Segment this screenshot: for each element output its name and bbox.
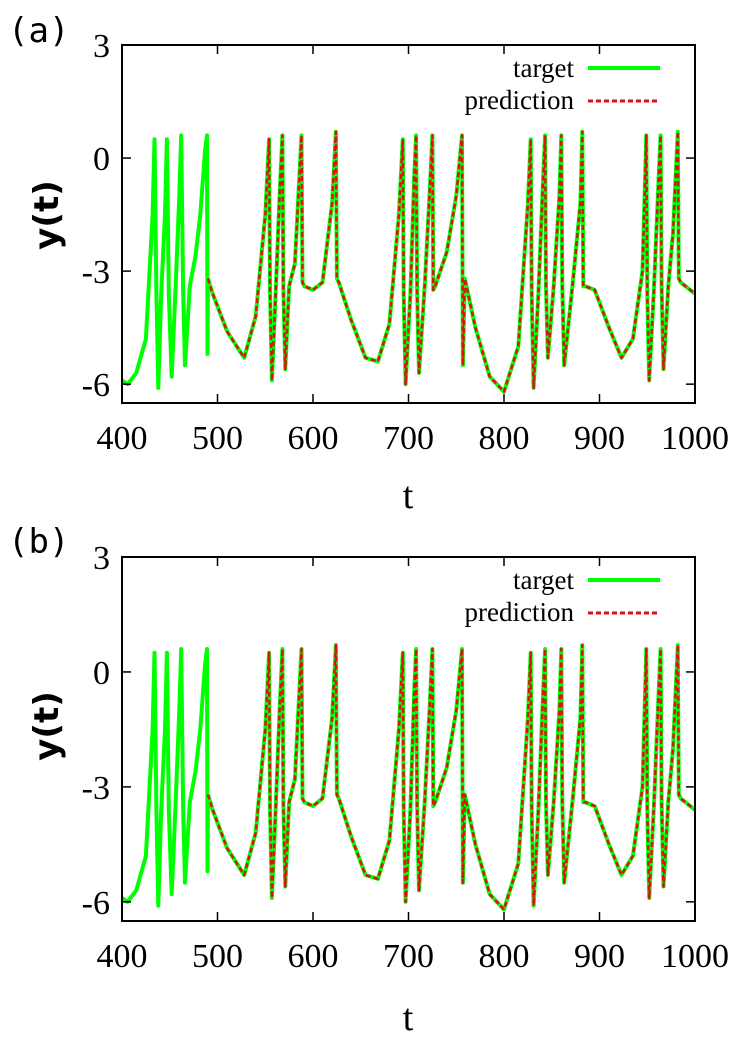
panel-label: (a) bbox=[8, 11, 69, 51]
x-tick-label: 900 bbox=[574, 938, 625, 975]
y-tick-label: -3 bbox=[82, 770, 110, 807]
x-tick-label: 400 bbox=[97, 420, 148, 457]
legend-label-prediction: prediction bbox=[465, 85, 575, 115]
x-tick-label: 1000 bbox=[661, 420, 729, 457]
legend-label-target: target bbox=[513, 53, 574, 83]
x-tick-label: 600 bbox=[288, 420, 339, 457]
x-tick-label: 800 bbox=[479, 420, 530, 457]
plot-area: 400 500 600 700 800 900 1000 3 0 -3 -6 bbox=[82, 540, 729, 975]
panel-b: (b) y(t) t 400 500 600 700 800 900 100030-3-6 … bbox=[8, 522, 729, 1039]
y-axis-label: y(t) bbox=[27, 691, 67, 761]
x-tick-label: 1000 bbox=[661, 938, 729, 975]
plot-area: 400 500 600 700 800 900 1000 3 0 -3 -6 bbox=[82, 28, 729, 457]
y-tick-label: -3 bbox=[82, 254, 110, 291]
y-axis-label: y(t) bbox=[27, 180, 67, 250]
x-axis-label: t bbox=[403, 997, 414, 1039]
x-tick-label: 400 bbox=[97, 938, 148, 975]
x-tick-label: 500 bbox=[192, 420, 243, 457]
panel-label: (b) bbox=[8, 522, 69, 562]
panel-a: (a) y(t) t 400 500 600 700 800 900 100030-3-6 … bbox=[8, 11, 729, 517]
x-tick-label: 900 bbox=[574, 420, 625, 457]
y-tick-label: 3 bbox=[93, 540, 110, 577]
y-tick-label: 3 bbox=[93, 28, 110, 65]
y-tick-label: 0 bbox=[93, 655, 110, 692]
y-tick-label: -6 bbox=[82, 367, 110, 404]
x-axis-label: t bbox=[403, 475, 414, 517]
x-tick-label: 700 bbox=[383, 938, 434, 975]
y-tick-label: -6 bbox=[82, 885, 110, 922]
x-tick-label: 500 bbox=[192, 938, 243, 975]
y-tick-label: 0 bbox=[93, 141, 110, 178]
series-line-prediction bbox=[206, 643, 696, 911]
series-line-prediction bbox=[206, 130, 696, 393]
x-tick-label: 600 bbox=[288, 938, 339, 975]
x-tick-label: 800 bbox=[479, 938, 530, 975]
legend-label-prediction: prediction bbox=[465, 597, 575, 627]
legend: target prediction bbox=[465, 53, 660, 115]
x-tick-label: 700 bbox=[383, 420, 434, 457]
legend: target prediction bbox=[465, 565, 660, 627]
legend-label-target: target bbox=[513, 565, 574, 595]
